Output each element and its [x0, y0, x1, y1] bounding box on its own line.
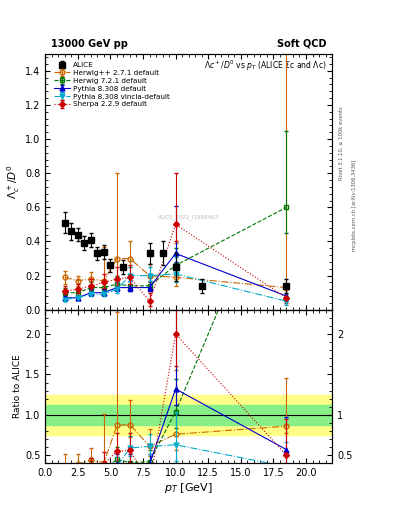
- Text: ALICE_2022_I1868463: ALICE_2022_I1868463: [158, 215, 219, 221]
- Y-axis label: Ratio to ALICE: Ratio to ALICE: [13, 355, 22, 418]
- X-axis label: $p_T$ [GeV]: $p_T$ [GeV]: [164, 481, 213, 495]
- Y-axis label: $\Lambda_c^+/D^0$: $\Lambda_c^+/D^0$: [6, 164, 22, 199]
- Bar: [45, 405, 332, 424]
- Text: mcplots.cern.ch [arXiv:1306.3436]: mcplots.cern.ch [arXiv:1306.3436]: [352, 159, 357, 250]
- Text: Soft QCD: Soft QCD: [277, 38, 326, 49]
- Text: Rivet 3.1.10, ≥ 100k events: Rivet 3.1.10, ≥ 100k events: [339, 106, 344, 180]
- Legend: ALICE, Herwig++ 2.7.1 default, Herwig 7.2.1 default, Pythia 8.308 default, Pythi: ALICE, Herwig++ 2.7.1 default, Herwig 7.…: [51, 60, 172, 110]
- Text: 13000 GeV pp: 13000 GeV pp: [51, 38, 128, 49]
- Text: $\Lambda c^+/D^0$ vs $p_T$ (ALICE $\Sigma$c and $\Lambda$c): $\Lambda c^+/D^0$ vs $p_T$ (ALICE $\Sigm…: [204, 59, 326, 73]
- Bar: [45, 395, 332, 435]
